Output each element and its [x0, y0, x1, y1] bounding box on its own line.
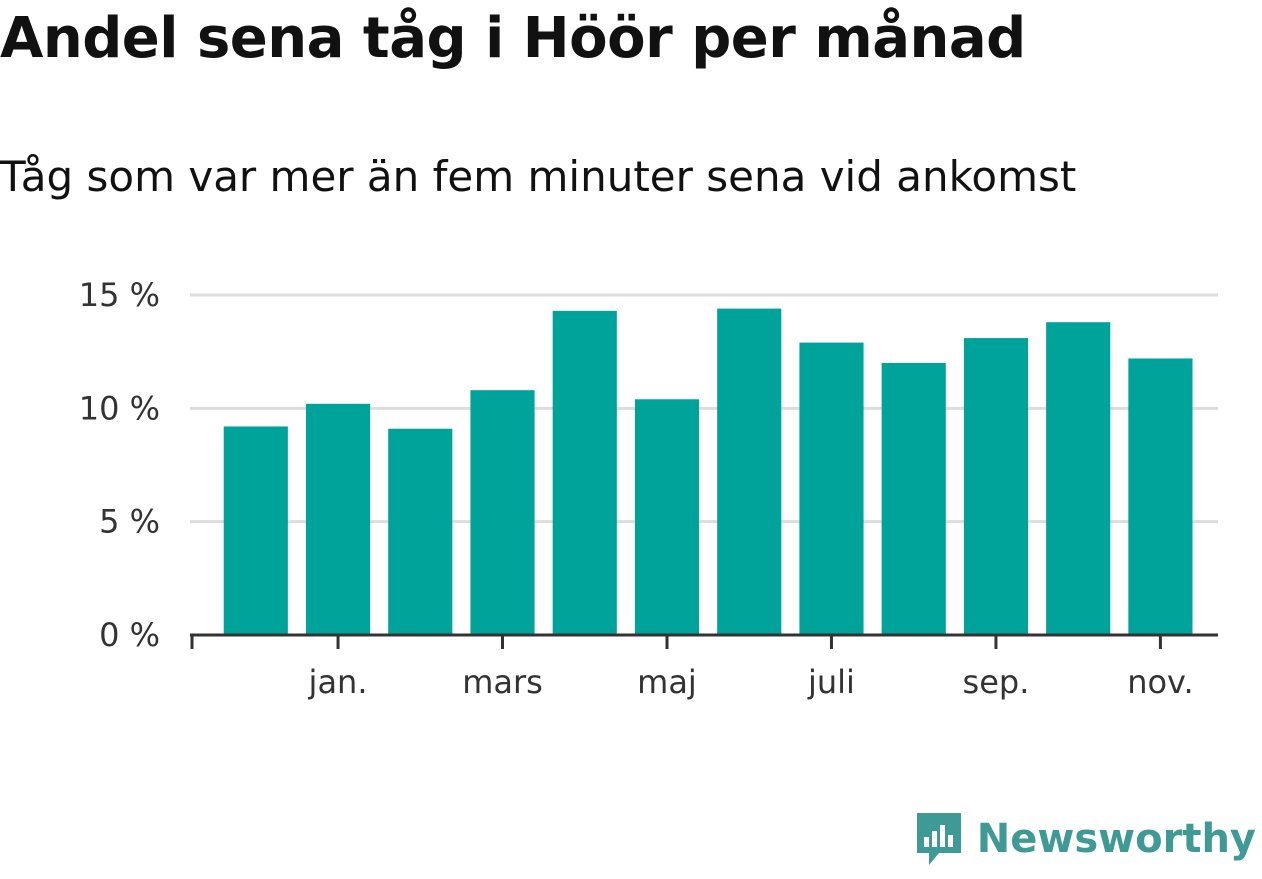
bar-aug	[881, 363, 946, 635]
bar-juni	[717, 308, 782, 635]
chart-title: Andel sena tåg i Höör per månad	[0, 6, 1026, 71]
x-tick-label: sep.	[963, 663, 1030, 701]
bar-nov	[1128, 358, 1193, 635]
bar-sep	[963, 338, 1029, 635]
bar-apr	[552, 310, 617, 635]
bar-jan	[305, 403, 371, 635]
bar-feb	[388, 428, 453, 635]
x-tick-label: maj	[637, 663, 697, 701]
x-tick-label: mars	[462, 663, 543, 701]
bar-dec	[223, 426, 288, 635]
bar-okt	[1046, 322, 1111, 635]
y-tick-label: 0 %	[99, 616, 160, 654]
bar-juli	[799, 342, 864, 635]
x-tick-label: jan.	[308, 663, 368, 701]
y-tick-label: 5 %	[99, 503, 160, 541]
brand-name: Newsworthy	[976, 816, 1256, 862]
x-tick-label: juli	[807, 663, 855, 701]
newsworthy-logo-icon	[916, 813, 961, 865]
chart-subtitle: Tåg som var mer än fem minuter sena vid …	[0, 152, 1077, 201]
brand-logo: Newsworthy	[915, 811, 1256, 867]
y-tick-label: 15 %	[79, 276, 160, 314]
x-tick-label: nov.	[1127, 663, 1193, 701]
bar-maj	[634, 399, 700, 635]
y-tick-label: 10 %	[79, 389, 160, 427]
bar-mars	[470, 390, 535, 635]
bars	[223, 308, 1193, 635]
y-axis-ticks: 0 % 5 % 10 % 15 %	[79, 276, 160, 654]
x-axis: jan. mars maj juli sep. nov.	[190, 633, 1218, 701]
